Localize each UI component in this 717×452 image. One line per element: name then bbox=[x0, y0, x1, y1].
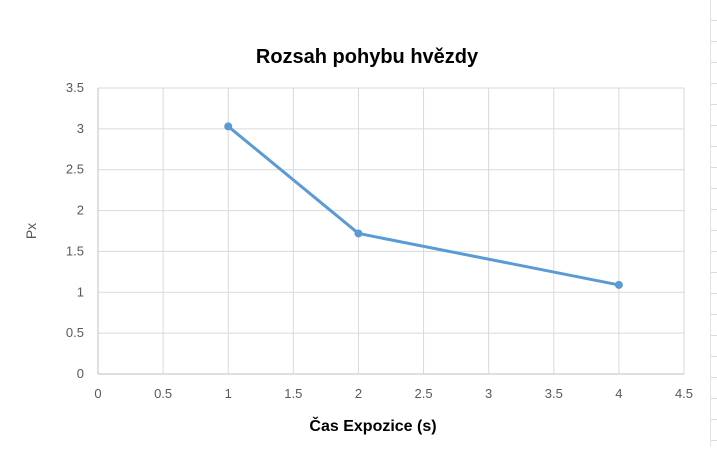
grid bbox=[97, 87, 685, 375]
y-axis-label: Px bbox=[23, 223, 39, 239]
x-tick-label: 1 bbox=[225, 386, 232, 401]
x-tick-label: 2 bbox=[355, 386, 362, 401]
y-tick-label: 3.5 bbox=[66, 80, 84, 95]
data-point bbox=[614, 280, 623, 289]
series bbox=[224, 122, 623, 289]
x-tick-label: 2.5 bbox=[415, 386, 433, 401]
y-tick-label: 2 bbox=[77, 203, 84, 218]
window-edge bbox=[710, 0, 717, 447]
y-tick-label: 1 bbox=[77, 284, 84, 299]
data-point bbox=[224, 122, 233, 131]
x-tick-label: 4.5 bbox=[675, 386, 693, 401]
y-tick-label: 2.5 bbox=[66, 162, 84, 177]
x-tick-label: 1.5 bbox=[284, 386, 302, 401]
tick-labels: 0 0.5 1 1.5 2 2.5 3 3.5 0 0.5 1 1.5 2 2.5 3 3.5 4 4.5 bbox=[66, 80, 693, 401]
y-tick-label: 3 bbox=[77, 121, 84, 136]
x-axis-label: Čas Expozice (s) bbox=[309, 416, 436, 435]
chart-title: Rozsah pohybu hvězdy bbox=[256, 46, 479, 68]
x-tick-label: 3 bbox=[485, 386, 492, 401]
x-tick-label: 3.5 bbox=[545, 386, 563, 401]
x-tick-label: 4 bbox=[615, 386, 622, 401]
x-tick-label: 0 bbox=[94, 386, 101, 401]
data-point bbox=[354, 229, 363, 238]
y-tick-label: 0.5 bbox=[66, 325, 84, 340]
y-tick-label: 0 bbox=[77, 366, 84, 381]
x-tick-label: 0.5 bbox=[154, 386, 172, 401]
y-tick-label: 1.5 bbox=[66, 243, 84, 258]
